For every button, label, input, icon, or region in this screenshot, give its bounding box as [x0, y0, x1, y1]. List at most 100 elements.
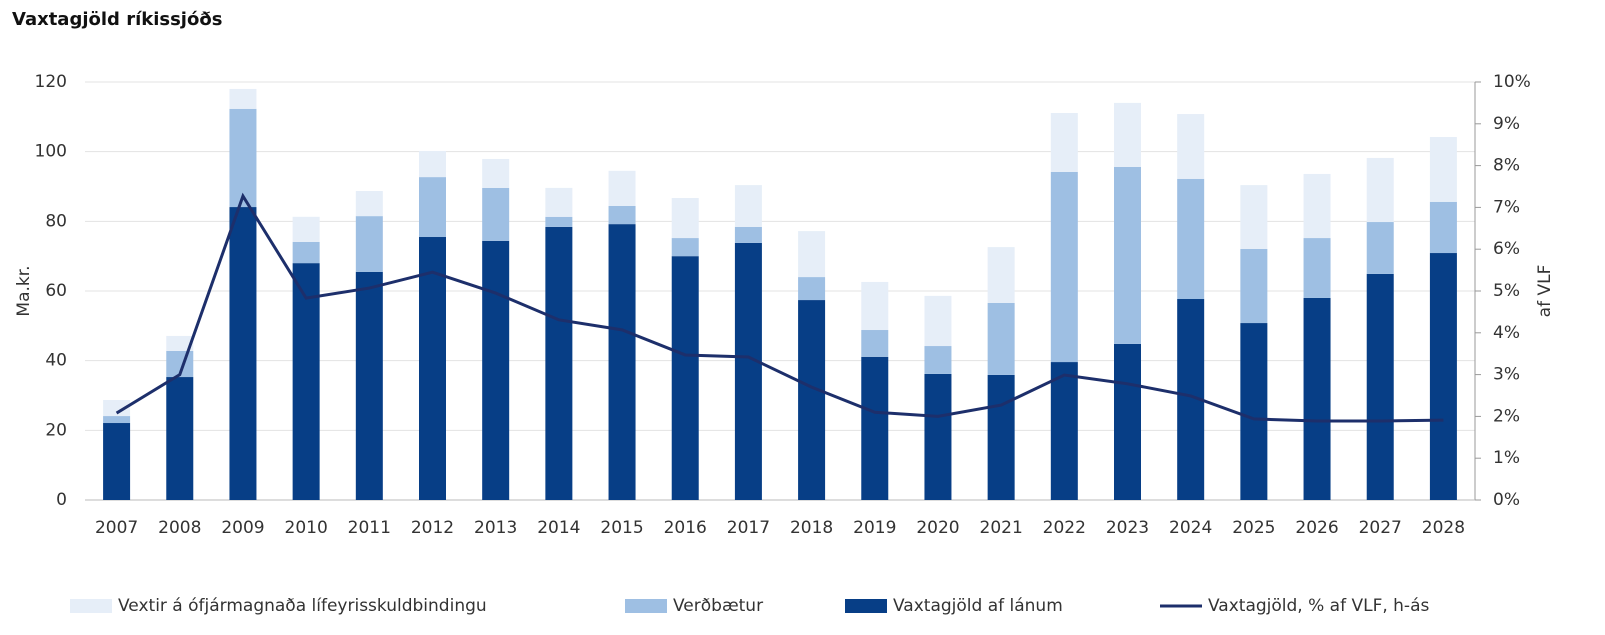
bar — [482, 158, 510, 188]
bar — [1303, 173, 1331, 239]
y2-tick-label: 9% — [1493, 114, 1520, 134]
x-tick-label: 2023 — [1106, 518, 1149, 538]
x-tick-label: 2020 — [916, 518, 959, 538]
x-tick-label: 2017 — [727, 518, 770, 538]
bar — [355, 271, 383, 500]
legend-label: Vextir á ófjármagnaða lífeyrisskuldbindi… — [118, 596, 487, 616]
bar — [545, 216, 573, 227]
bar — [608, 224, 636, 500]
y2-tick-label: 3% — [1493, 365, 1520, 385]
y-tick-label: 60 — [45, 281, 67, 301]
x-tick-label: 2019 — [853, 518, 896, 538]
bar — [1050, 113, 1078, 172]
y-tick-label: 80 — [45, 211, 67, 231]
x-tick-label: 2018 — [790, 518, 833, 538]
bar — [103, 400, 131, 417]
y2-tick-label: 1% — [1493, 448, 1520, 468]
bar — [103, 416, 131, 424]
bar — [734, 226, 762, 243]
y2-axis-label: af VLF — [1535, 265, 1555, 318]
bar — [987, 247, 1015, 303]
bar — [1050, 362, 1078, 500]
bar — [1240, 323, 1268, 500]
x-tick-label: 2026 — [1295, 518, 1338, 538]
bar — [545, 226, 573, 500]
bar — [1240, 248, 1268, 324]
y-tick-label: 40 — [45, 351, 67, 371]
legend-swatch — [845, 599, 887, 613]
y2-tick-label: 10% — [1493, 72, 1531, 92]
bar — [924, 373, 952, 500]
bar — [798, 231, 826, 278]
x-tick-label: 2009 — [221, 518, 264, 538]
bar — [1114, 102, 1141, 167]
x-tick-label: 2027 — [1359, 518, 1402, 538]
bar — [292, 216, 320, 242]
bar — [545, 187, 573, 217]
chart-title: Vaxtagjöld ríkissjóðs — [12, 9, 222, 30]
bar — [1050, 171, 1078, 363]
legend-swatch — [70, 599, 112, 613]
bar — [1114, 166, 1141, 344]
bar — [1366, 157, 1394, 223]
y2-tick-label: 0% — [1493, 490, 1520, 510]
bar — [1429, 137, 1457, 202]
bar — [608, 206, 636, 225]
y2-tick-label: 2% — [1493, 406, 1520, 426]
y2-tick-label: 5% — [1493, 281, 1520, 301]
bar — [166, 335, 194, 351]
bar — [671, 238, 699, 257]
bar — [798, 300, 826, 500]
bar — [419, 237, 446, 500]
bar — [987, 302, 1015, 375]
bar — [1303, 297, 1331, 500]
bar — [671, 256, 699, 500]
bar — [482, 187, 510, 241]
bar — [229, 207, 257, 500]
legend-label: Vaxtagjöld af lánum — [893, 596, 1063, 616]
x-tick-label: 2013 — [474, 518, 517, 538]
bar — [229, 108, 257, 208]
legend-label: Vaxtagjöld, % af VLF, h-ás — [1208, 596, 1429, 616]
bar — [608, 170, 636, 207]
x-tick-label: 2011 — [348, 518, 391, 538]
legend-label: Verðbætur — [673, 596, 763, 616]
bar — [166, 377, 194, 500]
y-tick-label: 20 — [45, 420, 67, 440]
y-tick-label: 0 — [56, 490, 67, 510]
bar — [734, 242, 762, 500]
y2-tick-label: 7% — [1493, 197, 1520, 217]
bar — [1366, 273, 1394, 500]
y2-tick-label: 4% — [1493, 323, 1520, 343]
x-tick-label: 2007 — [95, 518, 138, 538]
bar — [292, 241, 320, 264]
y2-tick-label: 6% — [1493, 239, 1520, 259]
bar — [355, 216, 383, 272]
y-axis-label: Ma.kr. — [14, 265, 34, 316]
bar — [924, 295, 952, 347]
x-tick-label: 2021 — [980, 518, 1023, 538]
bar — [419, 177, 446, 238]
bar — [861, 356, 889, 500]
x-tick-label: 2015 — [600, 518, 643, 538]
bar — [1114, 343, 1141, 500]
bar — [355, 191, 383, 217]
bar — [734, 185, 762, 227]
bar — [924, 346, 952, 374]
x-tick-label: 2025 — [1232, 518, 1275, 538]
bar — [1429, 201, 1457, 254]
bar — [292, 263, 320, 500]
bar — [1303, 238, 1331, 298]
bar — [861, 281, 889, 331]
y-tick-label: 100 — [35, 142, 67, 162]
bar — [1240, 185, 1268, 249]
y2-tick-label: 8% — [1493, 156, 1520, 176]
x-tick-label: 2016 — [664, 518, 707, 538]
bar — [1429, 253, 1457, 500]
bar — [987, 374, 1015, 500]
bar — [1177, 114, 1205, 179]
bar — [798, 277, 826, 301]
x-tick-label: 2010 — [285, 518, 328, 538]
x-tick-label: 2022 — [1043, 518, 1086, 538]
